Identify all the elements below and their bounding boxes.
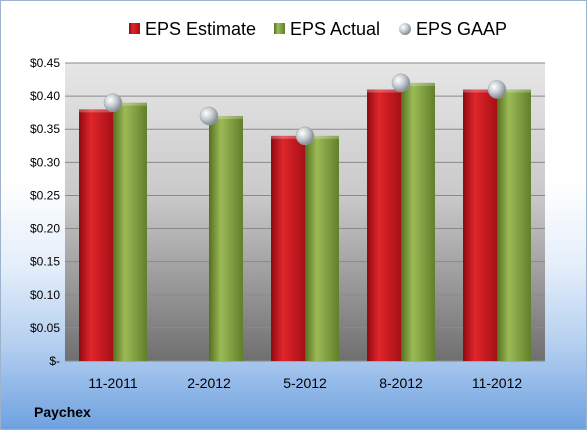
- y-tick-label: $0.45: [30, 56, 60, 70]
- bar-eps-actual: [497, 89, 531, 361]
- bar-eps-estimate: [367, 89, 401, 361]
- bar-eps-estimate-top: [463, 89, 497, 93]
- bar-eps-estimate-top: [367, 89, 401, 93]
- y-axis-tick-labels: $- $0.05 $0.10 $0.15 $0.20 $0.25 $0.30 $0.35 $0.…: [30, 56, 60, 368]
- legend-swatch-actual: [274, 23, 285, 34]
- x-axis-tick-labels: 11-2011 2-2012 5-2012 8-2012 11-2012: [88, 375, 522, 391]
- y-tick-label: $-: [49, 354, 60, 368]
- bar-eps-estimate-top: [79, 109, 113, 113]
- legend-item-estimate: EPS Estimate: [129, 19, 256, 39]
- gaap-marker: [199, 106, 219, 126]
- bar-series: [79, 82, 531, 361]
- bar-eps-estimate: [79, 109, 113, 361]
- bar-eps-actual-top: [113, 102, 147, 106]
- gaap-markers: [103, 73, 507, 146]
- y-tick-label: $0.05: [30, 321, 60, 335]
- legend-swatch-gaap: [399, 23, 411, 35]
- legend-item-actual: EPS Actual: [274, 19, 380, 39]
- y-tick-label: $0.20: [30, 222, 60, 236]
- category-label: 2-2012: [187, 375, 231, 391]
- category-label: 8-2012: [379, 375, 423, 391]
- gaap-marker: [103, 93, 123, 112]
- y-tick-label: $0.10: [30, 288, 60, 302]
- gaap-marker: [487, 80, 507, 99]
- bar-eps-actual-top: [401, 82, 435, 86]
- bar-eps-actual: [113, 102, 147, 361]
- y-tick-label: $0.30: [30, 155, 60, 169]
- bar-eps-actual: [209, 115, 243, 361]
- legend-label-gaap: EPS GAAP: [416, 19, 507, 39]
- bar-eps-actual-top: [209, 115, 243, 119]
- category-label: 11-2012: [472, 375, 523, 391]
- legend: EPS Estimate EPS Actual EPS GAAP: [129, 19, 507, 39]
- bar-eps-actual: [305, 135, 339, 361]
- bar-eps-actual: [401, 82, 435, 361]
- y-tick-label: $0.25: [30, 188, 60, 202]
- gaap-marker: [391, 73, 411, 93]
- y-tick-label: $0.40: [30, 89, 60, 103]
- legend-swatch-estimate: [129, 23, 140, 34]
- legend-label-estimate: EPS Estimate: [145, 19, 256, 39]
- y-tick-label: $0.15: [30, 255, 60, 269]
- bar-eps-actual-top: [305, 135, 339, 139]
- gaap-marker: [295, 126, 315, 146]
- company-label: Paychex: [34, 404, 91, 420]
- bar-eps-actual-top: [497, 89, 531, 93]
- bar-eps-estimate: [271, 135, 305, 361]
- legend-item-gaap: EPS GAAP: [399, 19, 507, 39]
- legend-label-actual: EPS Actual: [290, 19, 380, 39]
- y-tick-label: $0.35: [30, 122, 60, 136]
- bar-eps-estimate-top: [271, 135, 305, 139]
- category-label: 5-2012: [283, 375, 327, 391]
- bar-eps-estimate: [463, 89, 497, 361]
- category-label: 11-2011: [88, 375, 138, 391]
